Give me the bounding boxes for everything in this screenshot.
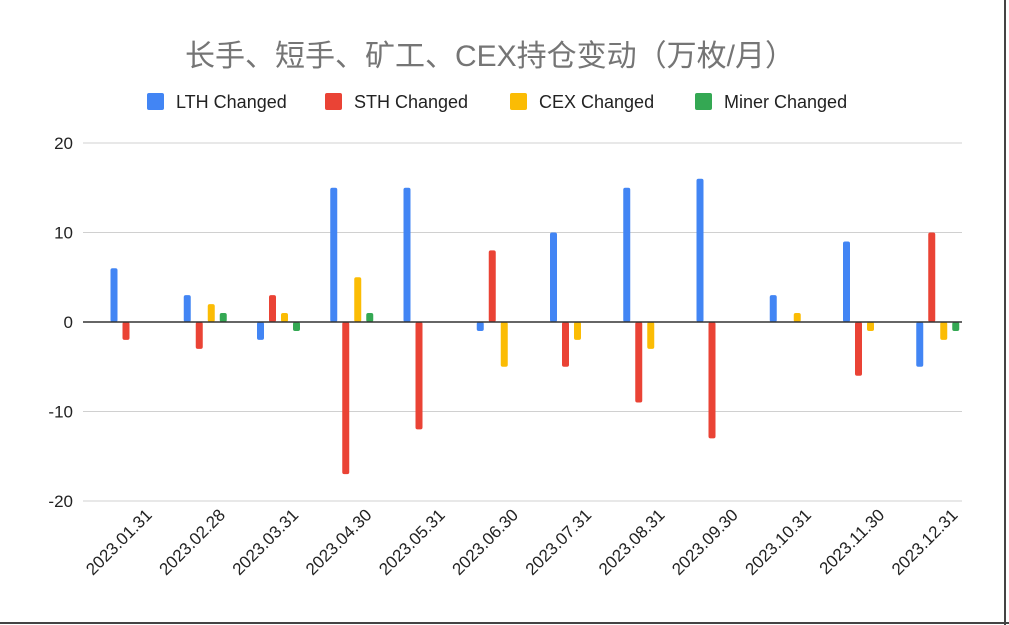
- bar-sth-changed: [562, 322, 569, 367]
- bar-miner-changed: [366, 313, 374, 322]
- bar-miner-changed: [952, 322, 960, 331]
- bar-sth-changed: [415, 322, 423, 430]
- y-axis: 20 10 0 -10 -20: [48, 134, 73, 511]
- bar-lth-changed: [183, 295, 191, 322]
- bar-cex-changed: [354, 277, 362, 322]
- legend-label: LTH Changed: [176, 92, 287, 112]
- gridlines: [83, 142, 962, 502]
- bar-sth-changed: [855, 322, 862, 376]
- legend-swatch: [325, 93, 342, 110]
- chart-title: 长手、短手、矿工、CEX持仓变动（万枚/月）: [185, 40, 795, 73]
- bar-lth-changed: [623, 187, 631, 322]
- bar-lth-changed: [550, 232, 557, 322]
- legend: LTH Changed STH Changed CEX Changed Miner C…: [147, 92, 847, 112]
- bar-lth-changed: [330, 187, 338, 322]
- bar-cex-changed: [940, 322, 948, 340]
- bar-miner-changed: [219, 313, 227, 322]
- bar-sth-changed: [195, 322, 203, 349]
- bar-lth-changed: [110, 268, 118, 322]
- bar-lth-changed: [916, 322, 924, 367]
- bar-sth-changed: [635, 322, 643, 403]
- bar-lth-changed: [476, 322, 484, 331]
- y-tick-label: -10: [48, 403, 73, 422]
- bar-cex-changed: [207, 304, 215, 322]
- bar-lth-changed: [403, 187, 411, 322]
- bars: [110, 178, 960, 475]
- y-tick-label: 0: [64, 313, 73, 332]
- bar-cex-changed: [500, 322, 508, 367]
- legend-label: Miner Changed: [724, 92, 847, 112]
- bar-sth-changed: [342, 322, 350, 475]
- legend-label: CEX Changed: [539, 92, 654, 112]
- bar-lth-changed: [843, 241, 850, 322]
- legend-swatch: [695, 93, 712, 110]
- bar-sth-changed: [122, 322, 130, 340]
- y-tick-label: 10: [54, 224, 73, 243]
- bar-sth-changed: [708, 322, 716, 439]
- y-tick-label: -20: [48, 492, 73, 511]
- bar-sth-changed: [928, 232, 936, 322]
- bar-cex-changed: [647, 322, 655, 349]
- bar-lth-changed: [696, 178, 704, 322]
- legend-swatch: [147, 93, 164, 110]
- y-tick-label: 20: [54, 134, 73, 153]
- bar-sth-changed: [269, 295, 276, 322]
- bar-lth-changed: [257, 322, 264, 340]
- bar-cex-changed: [574, 322, 581, 340]
- bar-cex-changed: [281, 313, 288, 322]
- bar-cex-changed: [793, 313, 801, 322]
- bar-sth-changed: [488, 250, 496, 322]
- bar-lth-changed: [769, 295, 777, 322]
- legend-label: STH Changed: [354, 92, 468, 112]
- legend-swatch: [510, 93, 527, 110]
- bar-cex-changed: [867, 322, 874, 331]
- bar-miner-changed: [293, 322, 300, 331]
